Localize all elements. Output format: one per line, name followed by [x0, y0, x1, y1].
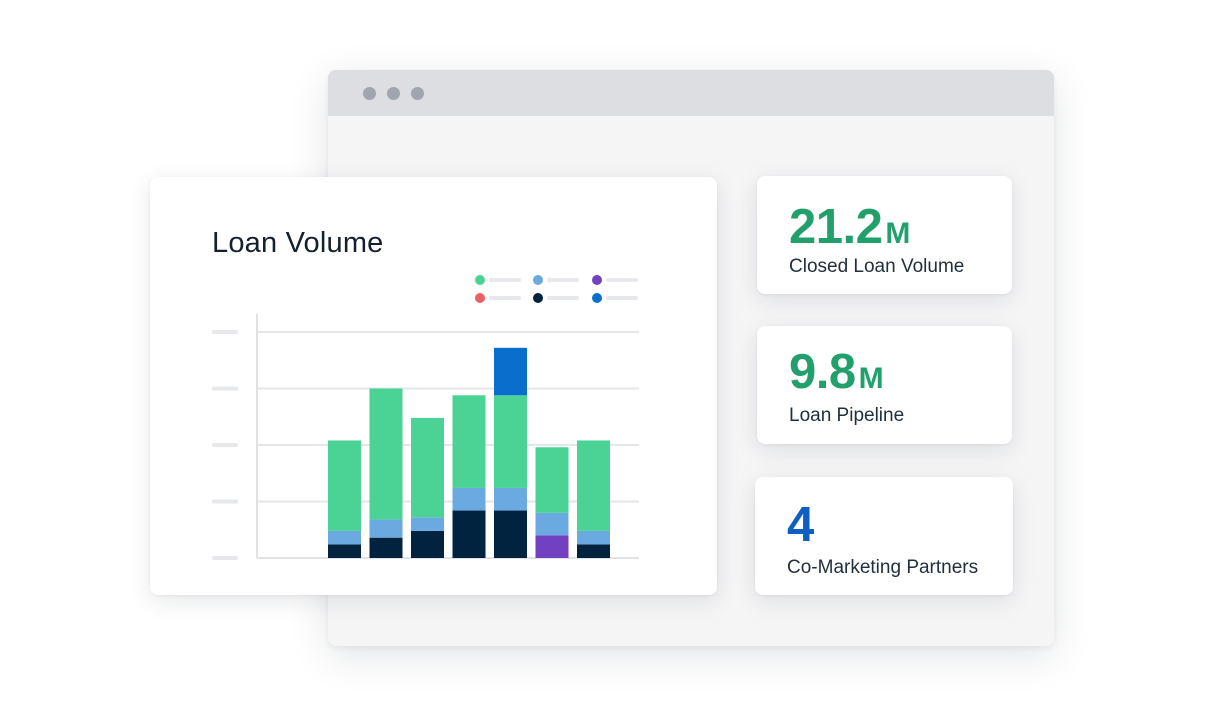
bar-segment-navy — [328, 544, 361, 558]
legend-dot-icon — [475, 275, 485, 285]
bar-segment-light_blue — [369, 519, 403, 538]
window-control-dot-icon[interactable] — [411, 87, 424, 100]
stat-card-closed-loan-volume: 21.2 M Closed Loan Volume — [757, 176, 1012, 294]
stat-label: Closed Loan Volume — [789, 256, 965, 277]
bar-segment-navy — [494, 510, 527, 558]
legend-dot-icon — [475, 293, 485, 303]
legend-dot-icon — [533, 275, 543, 285]
window-control-dot-icon[interactable] — [363, 87, 376, 100]
bar-segment-light_blue — [494, 487, 527, 511]
legend-label-placeholder — [489, 278, 521, 282]
bar-segment-green — [411, 417, 444, 518]
bar-segment-light_blue — [328, 530, 361, 545]
bar-segment-blue — [494, 347, 527, 396]
legend-label-placeholder — [489, 296, 521, 300]
y-tick-label-placeholder — [212, 330, 238, 334]
stat-card-loan-pipeline: 9.8 M Loan Pipeline — [757, 326, 1012, 444]
bar-segment-navy — [577, 544, 610, 558]
y-tick-label-placeholder — [212, 443, 238, 447]
legend-label-placeholder — [547, 296, 579, 300]
y-tick-label-placeholder — [212, 386, 238, 391]
bar-segment-light_blue — [411, 517, 444, 531]
bar-segment-green — [535, 447, 569, 513]
bar-segment-navy — [452, 510, 486, 558]
stat-value: 4 — [787, 501, 817, 550]
bar-segment-green — [328, 440, 361, 531]
bar-segment-navy — [369, 537, 403, 558]
stat-unit: M — [858, 362, 884, 395]
y-tick-label-placeholder — [212, 499, 238, 504]
bar-segment-green — [577, 440, 610, 531]
legend-dot-icon — [592, 275, 602, 285]
y-tick-label-placeholder — [212, 556, 238, 560]
stat-number: 9.8 — [789, 345, 856, 399]
bar-segment-green — [452, 395, 486, 488]
stat-value: 9.8 M — [789, 348, 884, 397]
legend-label-placeholder — [606, 296, 638, 300]
bar-segment-purple — [535, 535, 569, 558]
stat-number: 4 — [787, 498, 814, 552]
stat-unit: M — [885, 217, 911, 250]
stat-label: Co-Marketing Partners — [787, 557, 979, 578]
chart-title: Loan Volume — [212, 227, 384, 259]
bar-segment-light_blue — [577, 530, 610, 545]
loan-volume-card: Loan Volume — [150, 177, 717, 595]
bar-segment-green — [369, 388, 403, 520]
legend-dot-icon — [592, 293, 602, 303]
stat-number: 21.2 — [789, 200, 883, 254]
browser-title-bar — [328, 70, 1054, 116]
legend-dot-icon — [533, 293, 543, 303]
bar-segment-light_blue — [535, 512, 569, 536]
stat-value: 21.2 M — [789, 203, 910, 252]
legend-label-placeholder — [606, 278, 638, 282]
bar-segment-green — [494, 395, 527, 488]
legend-label-placeholder — [547, 278, 579, 282]
stat-label: Loan Pipeline — [789, 405, 905, 426]
window-control-dot-icon[interactable] — [387, 87, 400, 100]
loan-volume-chart — [212, 275, 639, 560]
stat-card-co-marketing-partners: 4 Co-Marketing Partners — [755, 477, 1013, 595]
bar-segment-light_blue — [452, 487, 486, 511]
bar-segment-navy — [411, 530, 444, 558]
